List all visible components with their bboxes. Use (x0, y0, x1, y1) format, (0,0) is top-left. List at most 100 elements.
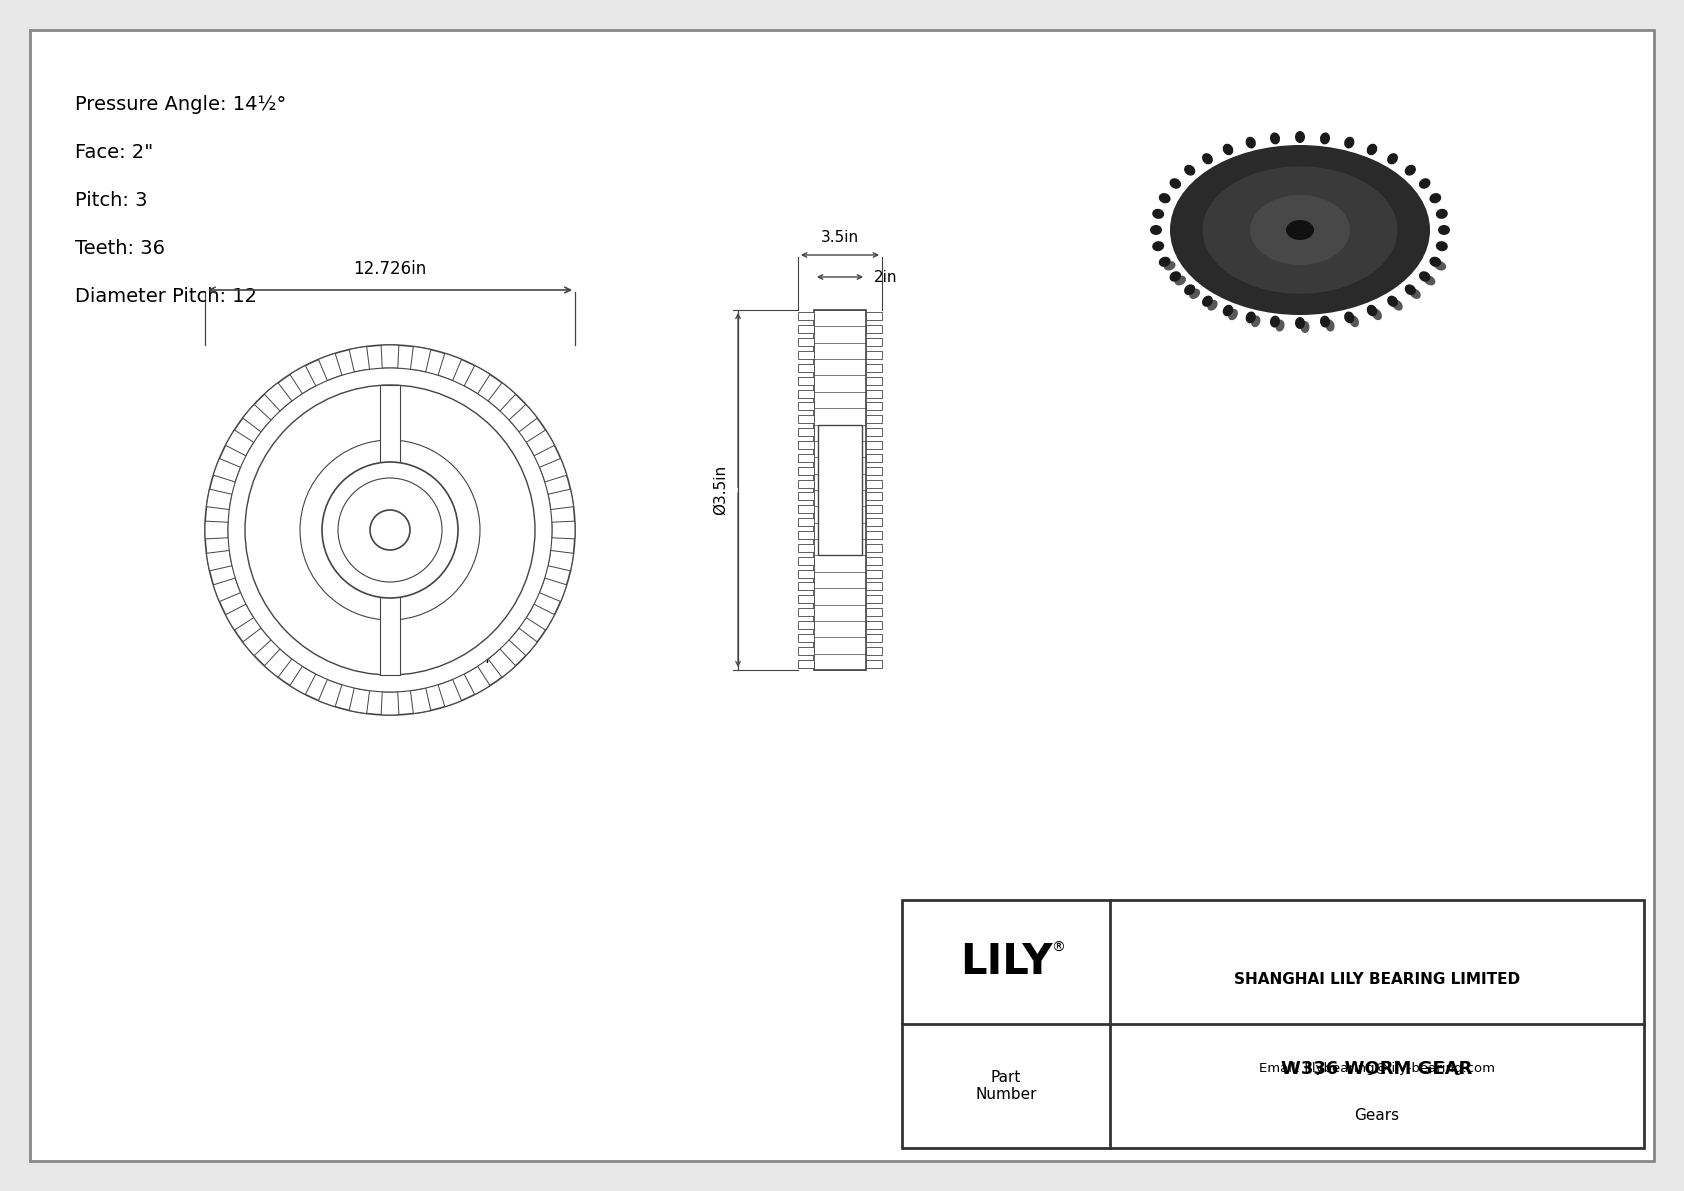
Polygon shape (318, 679, 342, 706)
Bar (866, 518, 882, 526)
Bar (866, 569, 882, 578)
Bar (813, 310, 866, 671)
Ellipse shape (1189, 288, 1201, 299)
Ellipse shape (1287, 220, 1314, 241)
Text: Teeth: 36: Teeth: 36 (76, 239, 165, 258)
Bar (798, 531, 813, 540)
Bar (866, 389, 882, 398)
Bar (866, 634, 882, 642)
Ellipse shape (1159, 257, 1170, 267)
Circle shape (300, 439, 480, 621)
Polygon shape (214, 459, 241, 482)
Ellipse shape (1228, 308, 1238, 320)
Polygon shape (226, 430, 254, 456)
Bar (866, 325, 882, 333)
Bar (798, 312, 813, 320)
Ellipse shape (1295, 131, 1305, 143)
Bar (866, 480, 882, 487)
Ellipse shape (1320, 132, 1330, 144)
Ellipse shape (1430, 193, 1442, 204)
Ellipse shape (1349, 316, 1359, 328)
Polygon shape (214, 578, 241, 601)
Ellipse shape (1300, 322, 1310, 333)
Ellipse shape (1344, 312, 1354, 323)
Ellipse shape (1207, 300, 1218, 311)
Polygon shape (488, 649, 515, 678)
Bar (866, 660, 882, 668)
Bar (798, 492, 813, 500)
Bar (798, 582, 813, 591)
Polygon shape (264, 649, 291, 678)
Bar (798, 338, 813, 347)
Polygon shape (290, 366, 317, 394)
Ellipse shape (1270, 316, 1280, 328)
Polygon shape (438, 679, 461, 706)
Polygon shape (465, 366, 490, 394)
Bar (798, 428, 813, 436)
Ellipse shape (1436, 241, 1448, 251)
Text: Ø1.5in: Ø1.5in (445, 650, 495, 666)
Bar (866, 647, 882, 655)
Bar (866, 531, 882, 540)
Polygon shape (547, 550, 574, 570)
Bar (866, 441, 882, 449)
Circle shape (244, 385, 536, 675)
Ellipse shape (1438, 225, 1450, 235)
Bar (866, 454, 882, 462)
Ellipse shape (1436, 208, 1448, 219)
Bar (866, 338, 882, 347)
Polygon shape (207, 550, 232, 570)
Polygon shape (525, 604, 554, 630)
Text: Part
Number: Part Number (975, 1070, 1037, 1102)
Polygon shape (438, 354, 461, 381)
Ellipse shape (1202, 167, 1398, 294)
Ellipse shape (1170, 145, 1430, 314)
Polygon shape (242, 405, 271, 432)
Polygon shape (465, 666, 490, 694)
Ellipse shape (1367, 144, 1378, 155)
Ellipse shape (1246, 312, 1256, 323)
Polygon shape (290, 666, 317, 694)
Bar (798, 647, 813, 655)
Text: Ø3.5in: Ø3.5in (712, 464, 727, 515)
Bar (798, 416, 813, 423)
Polygon shape (509, 405, 537, 432)
Polygon shape (552, 522, 574, 538)
Polygon shape (318, 354, 342, 381)
Polygon shape (539, 459, 568, 482)
Bar (798, 364, 813, 372)
Text: Email: lilybearing@lily-bearing.com: Email: lilybearing@lily-bearing.com (1260, 1062, 1495, 1075)
Ellipse shape (1388, 154, 1398, 164)
Text: W336 WORM GEAR: W336 WORM GEAR (1282, 1060, 1472, 1078)
Bar (866, 505, 882, 513)
Polygon shape (381, 345, 399, 368)
Bar (866, 582, 882, 591)
Ellipse shape (1184, 285, 1196, 295)
Bar (798, 544, 813, 551)
Text: LILY: LILY (960, 941, 1052, 983)
Bar (798, 403, 813, 411)
Ellipse shape (1320, 316, 1330, 328)
Bar (818, 425, 862, 555)
Ellipse shape (1169, 179, 1180, 188)
Text: Pitch: 3: Pitch: 3 (76, 191, 148, 210)
Ellipse shape (1246, 137, 1256, 149)
Bar (866, 492, 882, 500)
Bar (798, 621, 813, 629)
Bar (798, 660, 813, 668)
Ellipse shape (1223, 144, 1233, 155)
Text: Pressure Angle: 14½°: Pressure Angle: 14½° (76, 95, 286, 114)
Polygon shape (488, 382, 515, 411)
Ellipse shape (1435, 261, 1447, 270)
Ellipse shape (1372, 308, 1383, 320)
Ellipse shape (1202, 154, 1212, 164)
Text: 2in: 2in (874, 269, 898, 285)
Ellipse shape (1404, 164, 1416, 175)
Ellipse shape (1295, 317, 1305, 329)
Bar (798, 556, 813, 565)
Ellipse shape (1388, 295, 1398, 307)
Bar (866, 403, 882, 411)
Ellipse shape (1169, 272, 1180, 282)
Ellipse shape (1430, 257, 1442, 267)
Bar (798, 389, 813, 398)
